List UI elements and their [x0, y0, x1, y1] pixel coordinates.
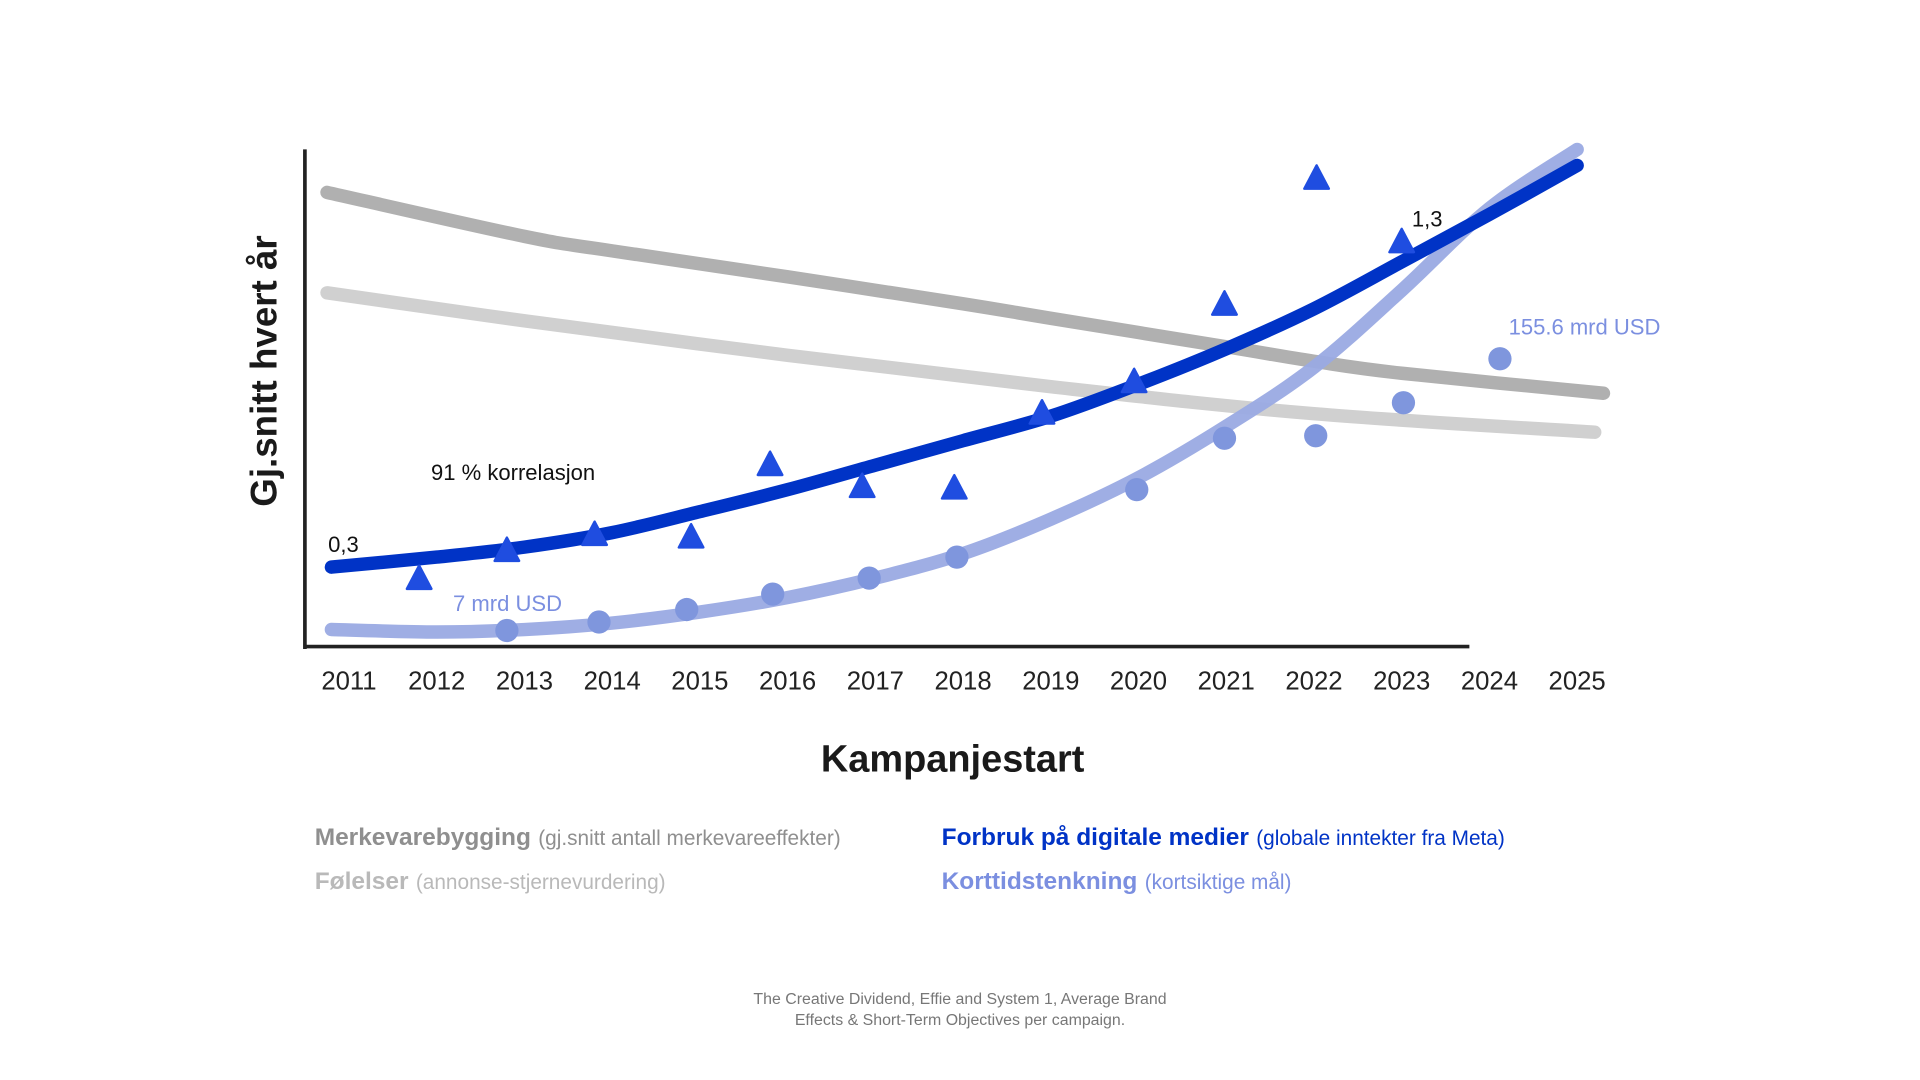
x-tick-label: 2025: [1549, 667, 1606, 695]
data-points: [405, 164, 1512, 643]
legend-item-merkevarebygging: Merkevarebygging (gj.snitt antall merkeva…: [315, 824, 841, 851]
source-line-1: The Creative Dividend, Effie and System …: [753, 991, 1166, 1008]
legend: Merkevarebygging (gj.snitt antall merkeva…: [315, 824, 1505, 895]
x-tick-label: 2012: [408, 667, 465, 695]
trend-line-forbruk-p-digitale-medier: [324, 158, 1584, 574]
circle-point: [1212, 426, 1237, 450]
legend-item-digital-spend: Forbruk på digitale medier (globale innte…: [942, 824, 1505, 851]
x-tick-label: 2020: [1110, 667, 1167, 695]
annotation-correlation: 91 % korrelasjon: [431, 460, 595, 485]
triangle-point: [677, 522, 705, 549]
circle-point: [1125, 478, 1149, 502]
trend-line-korttidstenkning: [324, 142, 1584, 639]
annotation-end-usd: 155.6 mrd USD: [1509, 314, 1661, 339]
circle-point: [945, 545, 969, 569]
triangle-point: [581, 520, 609, 547]
x-tick-label: 2013: [496, 667, 553, 695]
circle-point: [1391, 391, 1416, 415]
source-line-2: Effects & Short-Term Objectives per camp…: [795, 1012, 1125, 1029]
triangle-point: [756, 450, 784, 477]
triangle-point: [1303, 164, 1331, 190]
triangle-point: [848, 472, 876, 499]
circle-point: [495, 618, 519, 643]
x-tick-label: 2019: [1022, 667, 1079, 695]
trend-lines: [320, 142, 1611, 639]
x-tick-label: 2016: [759, 667, 816, 695]
triangle-point: [1028, 399, 1056, 425]
legend-item-short-term: Korttidstenkning (kortsiktige mål): [942, 868, 1292, 895]
x-tick-label: 2024: [1461, 667, 1518, 695]
circle-point: [1304, 424, 1328, 448]
triangle-point: [1211, 290, 1238, 316]
triangle-point: [493, 536, 521, 563]
triangle-point: [1388, 227, 1416, 254]
y-axis-label: Gj.snitt hvert år: [244, 235, 285, 506]
x-axis-label: Kampanjestart: [821, 738, 1085, 780]
x-tick-label: 2011: [321, 667, 376, 695]
triangle-point: [405, 564, 433, 591]
x-tick-labels: 2011 2012 2013 2014 2015 2016 2017 2018 2019 2020…: [321, 667, 1605, 695]
x-tick-label: 2018: [934, 667, 991, 695]
x-tick-label: 2017: [847, 667, 904, 695]
triangle-point: [940, 473, 968, 500]
circle-point: [857, 566, 881, 590]
annotation-end-value: 1,3: [1412, 207, 1443, 232]
trend-line-merkevarebygging: [320, 185, 1611, 400]
circle-point: [761, 582, 785, 606]
trend-line-følelser: [320, 286, 1602, 439]
x-tick-label: 2021: [1198, 667, 1255, 695]
triangle-point: [1120, 367, 1148, 394]
x-tick-label: 2014: [584, 667, 641, 695]
x-tick-label: 2015: [671, 667, 728, 695]
annotation-start-value: 0,3: [328, 532, 359, 557]
x-tick-label: 2023: [1373, 667, 1430, 695]
circle-point: [675, 597, 699, 622]
circle-point: [1488, 347, 1512, 371]
annotation-start-usd: 7 mrd USD: [453, 591, 562, 616]
legend-item-folelser: Følelser (annonse-stjernevurdering): [315, 868, 666, 895]
x-tick-label: 2022: [1285, 667, 1342, 695]
circle-point: [587, 610, 611, 634]
